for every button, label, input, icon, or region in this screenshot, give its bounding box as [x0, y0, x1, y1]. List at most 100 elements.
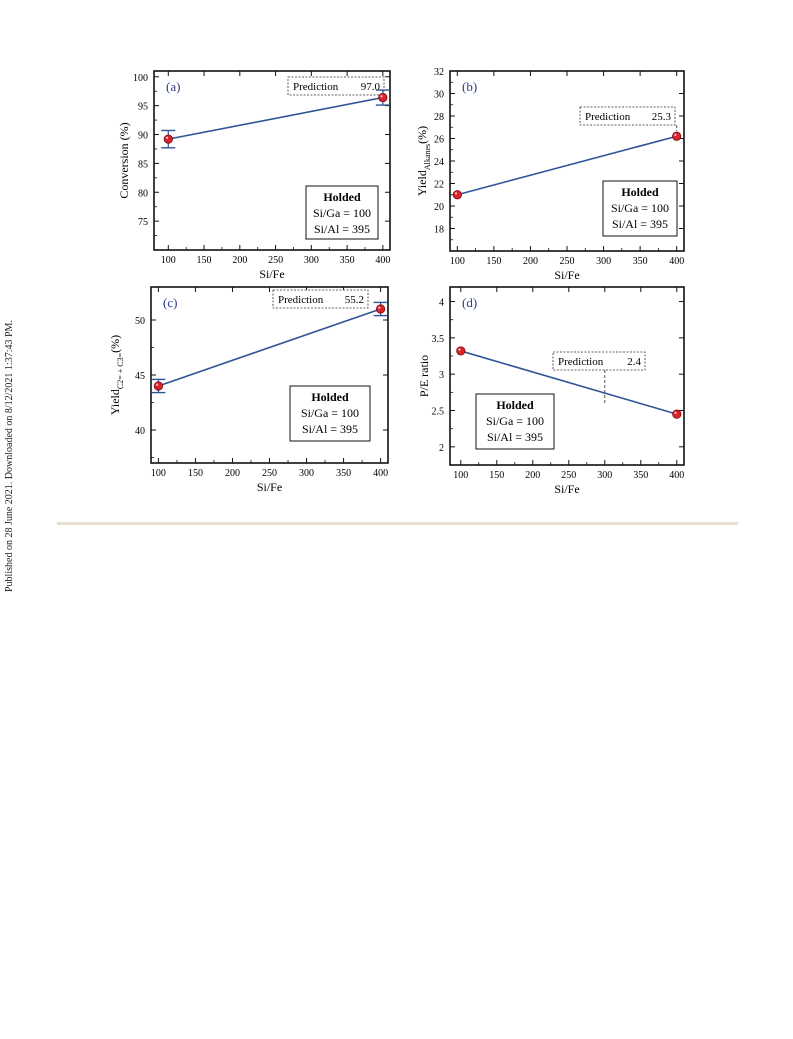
x-tick-label: 200	[525, 470, 540, 481]
y-tick-label: 24	[434, 157, 444, 168]
chart-panel-d: 100 150 200 250 300 350 400 2 2.5 3 3.5 4 Si/Fe P/E r…	[417, 286, 685, 496]
y-tick-label: 26	[434, 135, 444, 146]
x-tick-label: 150	[486, 256, 501, 267]
x-tick-label: 200	[232, 255, 247, 266]
x-axis-label: Si/Fe	[259, 267, 284, 281]
panel-label: (a)	[166, 79, 180, 94]
holded-line: Si/Ga = 100	[486, 414, 544, 428]
series-line	[460, 350, 678, 415]
x-tick-label: 100	[453, 470, 468, 481]
y-axis-label: YieldAlkanes(%)	[415, 126, 432, 196]
y-tick-label: 75	[138, 217, 148, 228]
y-axis-label-main: Yield	[415, 170, 429, 196]
x-axis-label: Si/Fe	[257, 480, 282, 494]
section-divider	[57, 522, 738, 525]
y-tick-label: 20	[434, 202, 444, 213]
holded-box	[602, 180, 678, 237]
prediction-label: Prediction	[293, 81, 339, 93]
holded-line: Si/Ga = 100	[301, 406, 359, 420]
x-tick-label: 400	[669, 470, 684, 481]
prediction-label: Prediction	[278, 294, 324, 306]
x-tick-label: 200	[225, 468, 240, 479]
x-tick-label: 100	[161, 255, 176, 266]
prediction-box	[579, 106, 676, 126]
y-axis-label-unit: (%)	[415, 126, 429, 144]
y-tick-label: 22	[434, 180, 444, 191]
x-tick-label: 350	[633, 470, 648, 481]
prediction-box	[272, 289, 369, 309]
prediction-value: 55.2	[345, 294, 364, 306]
y-tick-label: 50	[135, 316, 145, 327]
data-point-highlight	[454, 192, 458, 195]
y-tick-label: 85	[138, 159, 148, 170]
y-axis-label-main: Yield	[108, 389, 122, 415]
holded-line: Si/Ga = 100	[313, 206, 371, 220]
x-tick-label: 300	[597, 470, 612, 481]
download-stamp: Published on 28 June 2021. Downloaded on…	[4, 300, 18, 600]
data-point	[375, 304, 386, 314]
panel-label: (c)	[163, 295, 177, 310]
y-axis-label-unit: (%)	[108, 335, 122, 353]
data-point	[672, 409, 682, 419]
data-point-highlight	[165, 136, 169, 140]
series-line	[168, 96, 384, 140]
x-tick-label: 150	[489, 470, 504, 481]
x-axis-label: Si/Fe	[554, 482, 579, 496]
y-tick-label: 4	[439, 298, 444, 309]
y-tick-label: 3.5	[432, 334, 445, 345]
plot-frame	[449, 286, 685, 466]
x-tick-label: 400	[373, 468, 388, 479]
x-tick-label: 250	[561, 470, 576, 481]
series-line	[158, 308, 381, 387]
holded-line: Si/Ga = 100	[611, 201, 669, 215]
x-tick-label: 250	[560, 256, 575, 267]
y-tick-label: 100	[133, 73, 148, 84]
y-tick-label: 2.5	[432, 407, 445, 418]
data-point	[452, 190, 462, 200]
data-point	[378, 92, 388, 103]
holded-box	[475, 393, 555, 450]
data-point-highlight	[378, 306, 381, 309]
holded-line: Si/Al = 395	[487, 430, 543, 444]
data-point	[672, 131, 682, 141]
x-tick-label: 150	[197, 255, 212, 266]
holded-title: Holded	[323, 190, 361, 204]
y-tick-label: 3	[439, 370, 444, 381]
holded-title: Holded	[311, 390, 349, 404]
data-point	[153, 381, 164, 391]
data-point-highlight	[674, 411, 677, 415]
data-point-highlight	[458, 348, 461, 351]
y-tick-label: 2	[439, 443, 444, 454]
x-tick-label: 250	[262, 468, 277, 479]
y-tick-label: 32	[434, 67, 444, 78]
x-tick-label: 300	[299, 468, 314, 479]
data-point-highlight	[380, 95, 383, 98]
x-tick-label: 150	[188, 468, 203, 479]
y-axis-label-sub: Alkanes	[423, 144, 432, 170]
holded-line: Si/Al = 395	[302, 422, 358, 436]
prediction-box	[552, 351, 646, 371]
x-tick-label: 300	[304, 255, 319, 266]
holded-box	[305, 185, 379, 240]
x-axis-label: Si/Fe	[554, 268, 579, 282]
download-stamp-text: Published on 28 June 2021. Downloaded on…	[4, 320, 15, 592]
panel-label: (d)	[462, 295, 477, 310]
y-tick-label: 40	[135, 426, 145, 437]
x-tick-label: 300	[596, 256, 611, 267]
x-tick-label: 350	[633, 256, 648, 267]
x-tick-label: 200	[523, 256, 538, 267]
prediction-box	[287, 76, 385, 96]
prediction-label: Prediction	[558, 356, 604, 368]
x-tick-label: 350	[340, 255, 355, 266]
y-tick-label: 45	[135, 371, 145, 382]
series-line	[457, 135, 677, 196]
x-tick-label: 100	[151, 468, 166, 479]
chart-panel-c: 100 150 200 250 300 350 400 40 45 50 Si/Fe YieldC2=…	[108, 286, 389, 494]
data-point-highlight	[674, 133, 677, 137]
holded-line: Si/Al = 395	[314, 222, 370, 236]
holded-title: Holded	[621, 185, 659, 199]
chart-panel-a: 100 150 200 250 300 350 400 75 80 85 90 95 100 Si/Fe C…	[117, 70, 391, 281]
prediction-value: 25.3	[652, 111, 672, 123]
data-point	[163, 134, 173, 144]
y-tick-label: 95	[138, 102, 148, 113]
